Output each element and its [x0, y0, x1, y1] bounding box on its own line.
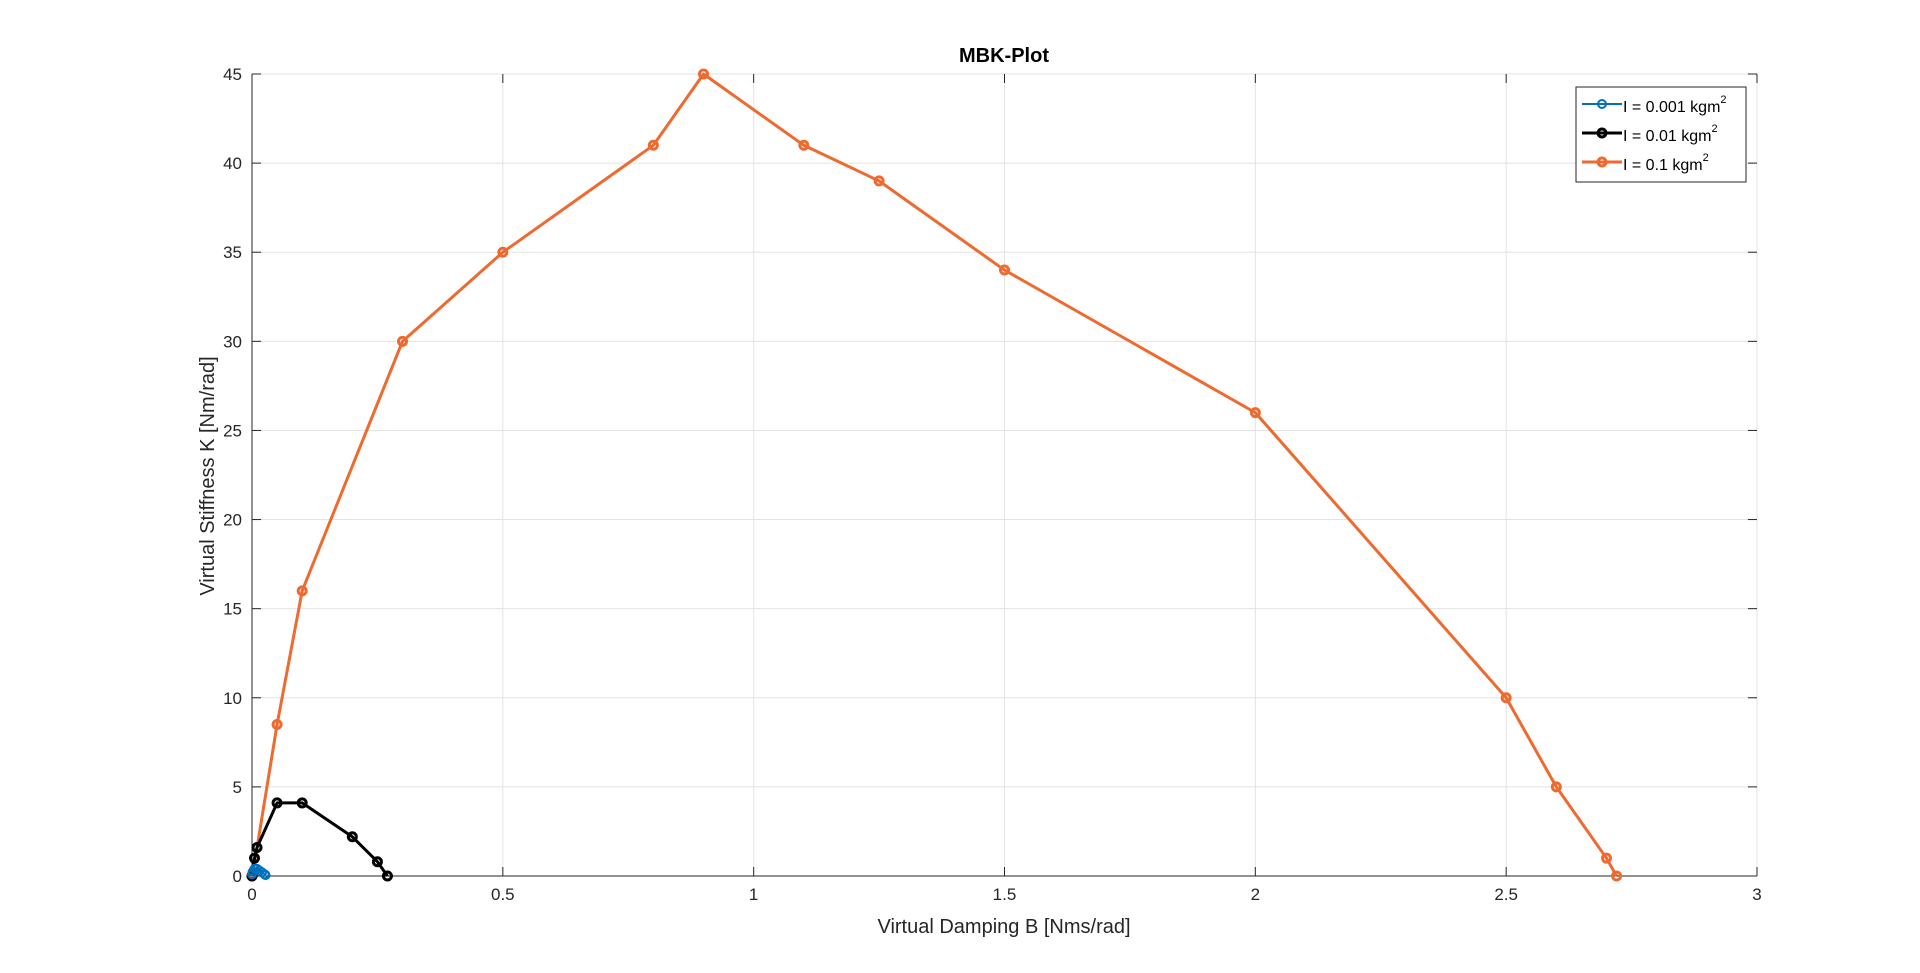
y-axis-label: Virtual Stiffness K [Nm/rad]: [197, 356, 219, 595]
series-line-3: [250, 72, 1618, 877]
x-tick-label: 0: [247, 885, 256, 904]
x-tick-label: 2: [1251, 885, 1260, 904]
y-tick-label: 10: [223, 689, 242, 708]
data-point: [1249, 407, 1261, 419]
data-point: [798, 139, 810, 151]
axes: [251, 73, 1758, 877]
data-point: [999, 264, 1010, 276]
x-tick-label: 2.5: [1494, 885, 1518, 904]
x-tick-label: 3: [1752, 885, 1761, 904]
legend-entry-superscript: 2: [1703, 152, 1709, 164]
data-point: [346, 831, 358, 843]
y-tick-label: 0: [233, 867, 242, 886]
data-point: [397, 335, 408, 347]
legend-marker-3: [1596, 156, 1608, 168]
x-tick-label: 0.5: [491, 885, 515, 904]
legend-marker-1: [1597, 99, 1607, 109]
legend-entry-1: I = 0.001 kgm2: [1623, 94, 1727, 116]
x-tick-label: 1: [749, 885, 758, 904]
legend-entry-text: I = 0.001 kgm: [1623, 99, 1720, 116]
legend-entry-superscript: 2: [1712, 123, 1718, 135]
x-tick-label: 1.5: [993, 885, 1017, 904]
y-tick-label: 35: [223, 243, 242, 262]
data-point: [271, 797, 283, 809]
y-tick-label: 5: [233, 778, 242, 797]
series: [246, 68, 1623, 882]
legend-entry-3: I = 0.1 kgm2: [1623, 152, 1709, 174]
data-point: [497, 246, 509, 258]
legend-entry-text: I = 0.01 kgm: [1623, 128, 1712, 145]
x-axis-label: Virtual Damping B [Nms/rad]: [877, 916, 1130, 938]
legend-entry-superscript: 2: [1720, 94, 1726, 106]
data-point: [260, 870, 271, 881]
y-tick-label: 45: [223, 65, 242, 84]
legend-marker-2: [1596, 127, 1608, 139]
data-point: [381, 870, 393, 882]
data-point: [1500, 692, 1512, 704]
data-point: [371, 856, 383, 868]
y-tick-label: 20: [223, 511, 242, 530]
series-group-1: [247, 863, 271, 881]
chart-title: MBK-Plot: [959, 45, 1049, 67]
data-point: [698, 68, 709, 80]
legend-entry-text: I = 0.1 kgm: [1623, 157, 1703, 174]
data-point: [249, 852, 261, 864]
data-point: [647, 139, 659, 151]
y-tick-label: 25: [223, 421, 242, 440]
y-tick-label: 30: [223, 332, 242, 351]
data-point: [1550, 781, 1562, 793]
y-tick-label: 15: [223, 600, 242, 619]
data-point: [271, 719, 283, 731]
data-point: [1611, 870, 1623, 882]
data-point: [251, 841, 263, 853]
data-point: [296, 585, 308, 597]
series-line-2: [250, 801, 389, 877]
y-tick-label: 40: [223, 154, 242, 173]
data-point: [296, 797, 308, 809]
legend-entry-2: I = 0.01 kgm2: [1623, 123, 1718, 145]
data-point: [1601, 852, 1612, 864]
data-point: [873, 175, 885, 187]
